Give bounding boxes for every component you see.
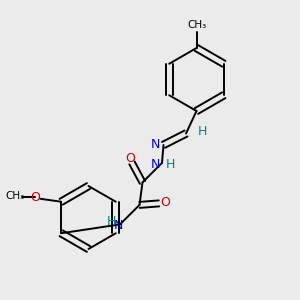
Text: H: H bbox=[198, 125, 207, 139]
Text: H: H bbox=[107, 215, 116, 228]
Text: N: N bbox=[114, 219, 123, 232]
Text: N: N bbox=[151, 158, 160, 171]
Text: CH₃: CH₃ bbox=[5, 191, 24, 201]
Text: N: N bbox=[151, 137, 160, 151]
Text: O: O bbox=[160, 196, 170, 209]
Text: CH₃: CH₃ bbox=[188, 20, 207, 31]
Text: O: O bbox=[125, 152, 135, 165]
Text: H: H bbox=[166, 158, 175, 171]
Text: O: O bbox=[31, 191, 40, 204]
